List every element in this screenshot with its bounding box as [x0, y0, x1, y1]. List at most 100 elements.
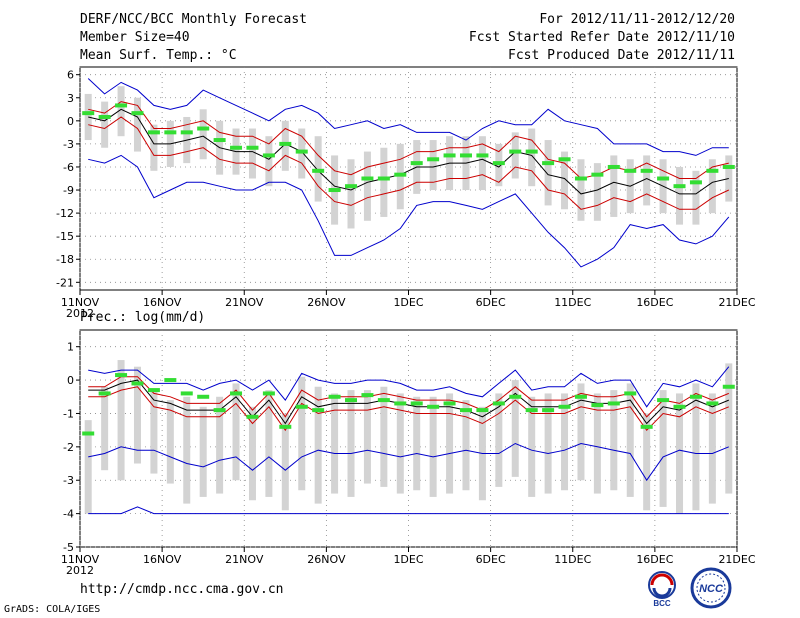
- temp-observed-marker: [361, 176, 374, 181]
- temp-observed-marker: [640, 168, 653, 173]
- precip-spread-box: [331, 393, 339, 494]
- precip-series-ensemble-mean: [88, 379, 729, 425]
- temp-observed-marker: [509, 149, 522, 154]
- precip-y-tick-label: 1: [67, 341, 74, 354]
- precip-spread-box: [544, 393, 552, 494]
- temp-observed-marker: [624, 168, 637, 173]
- precip-spread-box: [150, 390, 158, 474]
- temp-observed-marker: [443, 153, 456, 158]
- temp-observed-marker: [295, 149, 308, 154]
- precip-spread-box: [380, 386, 388, 487]
- temp-observed-marker: [722, 164, 735, 169]
- precip-spread-box: [725, 363, 733, 494]
- precip-spread-box: [101, 386, 109, 471]
- precip-observed-marker: [689, 394, 702, 399]
- precip-observed-marker: [640, 424, 653, 429]
- temp-y-tick-label: 0: [67, 115, 74, 128]
- temp-observed-marker: [410, 161, 423, 166]
- precip-x-year-label: 2012: [66, 564, 94, 577]
- temp-observed-marker: [164, 130, 177, 135]
- precip-observed-marker: [312, 408, 325, 413]
- precip-observed-marker: [509, 394, 522, 399]
- temp-x-tick-label: 6DEC: [476, 296, 506, 309]
- precip-spread-box: [265, 390, 273, 497]
- temp-x-tick-label: 11NOV: [61, 296, 100, 309]
- precip-spread-box: [216, 396, 224, 494]
- precip-spread-box: [577, 383, 585, 481]
- temp-observed-marker: [82, 111, 95, 116]
- precip-observed-marker: [98, 391, 111, 396]
- precip-spread-box: [692, 383, 700, 511]
- bcc-logo-text: BCC: [653, 599, 671, 608]
- source-url[interactable]: http://cmdp.ncc.cma.gov.cn: [80, 582, 284, 597]
- precip-y-tick-label: -5: [63, 541, 74, 554]
- ncc-logo: NCC: [688, 566, 734, 610]
- precip-x-tick-label: 21NOV: [225, 553, 264, 566]
- temp-observed-marker: [131, 111, 144, 116]
- precip-spread-box: [133, 366, 141, 464]
- temp-spread-box: [544, 140, 552, 206]
- precip-spread-box: [363, 390, 371, 484]
- precip-observed-marker: [394, 401, 407, 406]
- temp-observed-marker: [230, 145, 243, 150]
- precip-observed-marker: [361, 393, 374, 398]
- temp-observed-marker: [706, 168, 719, 173]
- precip-observed-marker: [443, 401, 456, 406]
- temp-y-tick-label: 6: [67, 69, 74, 82]
- temp-y-tick-label: -15: [56, 230, 74, 243]
- temp-observed-marker: [607, 164, 620, 169]
- precip-spread-box: [626, 383, 634, 497]
- precip-spread-box: [446, 393, 454, 494]
- precip-observed-marker: [345, 398, 358, 403]
- temp-series-ensemble-mean: [88, 108, 729, 195]
- temp-x-tick-label: 21NOV: [225, 296, 264, 309]
- temp-spread-box: [380, 147, 388, 217]
- precip-observed-marker: [131, 381, 144, 386]
- chart-title: DERF/NCC/BCC Monthly Forecast: [80, 12, 307, 27]
- precip-series-lower-outer-band: [88, 442, 729, 482]
- precip-observed-marker: [230, 391, 243, 396]
- temp-observed-marker: [98, 114, 111, 119]
- precip-spread-box: [593, 393, 601, 494]
- precip-spread-box: [281, 413, 289, 511]
- precip-spread-box: [462, 400, 470, 491]
- precip-observed-marker: [525, 408, 538, 413]
- precip-observed-marker: [542, 408, 555, 413]
- temp-observed-marker: [246, 145, 259, 150]
- temp-spread-box: [248, 128, 256, 179]
- temp-plot-frame: [79, 66, 738, 291]
- precip-x-tick-label: 16DEC: [636, 553, 673, 566]
- precip-observed-marker: [624, 391, 637, 396]
- temp-observed-marker: [377, 176, 390, 181]
- precip-observed-marker: [377, 398, 390, 403]
- temp-y-tick-label: -3: [63, 138, 74, 151]
- precip-observed-marker: [492, 401, 505, 406]
- temp-observed-marker: [525, 149, 538, 154]
- precip-observed-marker: [673, 404, 686, 409]
- temp-spread-box: [561, 151, 569, 210]
- temp-observed-marker: [492, 161, 505, 166]
- precip-observed-marker: [164, 378, 177, 383]
- precip-spread-box: [561, 393, 569, 491]
- temp-observed-marker: [213, 138, 226, 143]
- temp-observed-marker: [279, 141, 292, 146]
- grads-credit: GrADS: COLA/IGES: [4, 604, 101, 615]
- temp-observed-marker: [147, 130, 160, 135]
- precip-spread-box: [511, 380, 519, 477]
- precip-spread-box: [298, 376, 306, 491]
- temp-series-lower-inner-band: [88, 116, 730, 210]
- precip-observed-marker: [574, 394, 587, 399]
- precip-observed-marker: [607, 401, 620, 406]
- temp-observed-marker: [476, 153, 489, 158]
- temp-x-year-label: 2012: [66, 307, 94, 320]
- temp-spread-box: [692, 170, 700, 225]
- precip-series-upper-outer-band: [88, 366, 730, 408]
- fcst-produced-label: Fcst Produced Date 2012/11/11: [508, 48, 735, 63]
- precip-observed-marker: [558, 404, 571, 409]
- precip-spread-box: [84, 420, 92, 514]
- temp-spread-box: [511, 132, 519, 179]
- precip-observed-marker: [427, 404, 440, 409]
- precip-spread-box: [314, 386, 322, 504]
- temp-observed-marker: [542, 161, 555, 166]
- temp-observed-marker: [180, 130, 193, 135]
